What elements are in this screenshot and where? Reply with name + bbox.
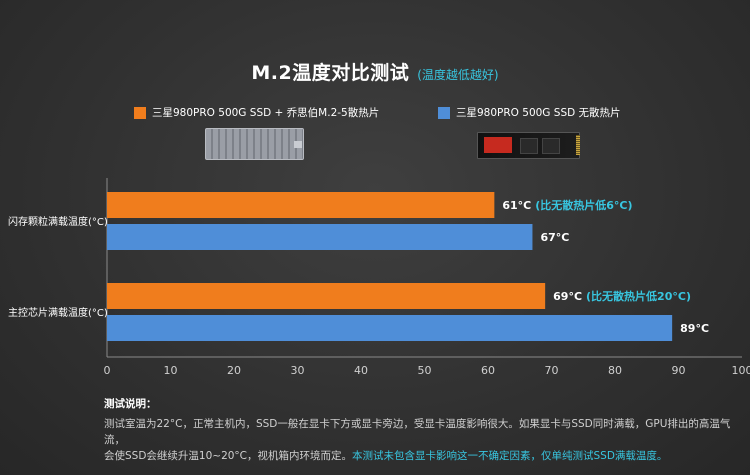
data-label-note: (比无散热片低20°C) <box>586 289 691 303</box>
notes-line-1: 测试室温为22°C，正常主机内，SSD一般在显卡下方或显卡旁边，受显卡温度影响很… <box>104 418 731 446</box>
bare-ssd-image <box>477 132 580 159</box>
notes-title: 测试说明： <box>104 398 157 410</box>
x-tick-label: 90 <box>672 364 686 377</box>
chart-title-row: M.2温度对比测试 (温度越低越好) <box>0 58 750 85</box>
x-tick-label: 70 <box>545 364 559 377</box>
bar-bare <box>107 315 673 341</box>
legend-label-bare: 三星980PRO 500G SSD 无散热片 <box>456 107 621 119</box>
data-label: 89°C <box>680 322 709 335</box>
x-tick-label: 30 <box>291 364 305 377</box>
x-tick-label: 20 <box>227 364 241 377</box>
x-tick-label: 80 <box>608 364 622 377</box>
chart-subtitle: (温度越低越好) <box>417 68 499 82</box>
data-label-note: (比无散热片低6°C) <box>535 198 632 212</box>
x-tick-label: 50 <box>418 364 432 377</box>
chart-title: M.2温度对比测试 <box>251 62 410 84</box>
data-label: 61°C (比无散热片低6°C) <box>502 198 632 212</box>
notes-line-2-plain: 会使SSD会继续升温10~20°C，视机箱内环境而定。 <box>104 450 353 462</box>
legend-item-bare: 三星980PRO 500G SSD 无散热片 <box>438 105 621 120</box>
x-tick-label: 60 <box>481 364 495 377</box>
legend-swatch-orange <box>134 106 146 119</box>
data-label: 69°C (比无散热片低20°C) <box>553 289 691 303</box>
ssd-with-heatsink-image <box>205 128 304 160</box>
category-label: 主控芯片满载温度(°C) <box>8 306 108 319</box>
legend-item-heatsink: 三星980PRO 500G SSD + 乔思伯M.2-5散热片 <box>134 105 379 120</box>
notes-line-2: 会使SSD会继续升温10~20°C，视机箱内环境而定。本测试未包含显卡影响这一不… <box>104 448 744 464</box>
legend-swatch-blue <box>438 106 450 119</box>
x-tick-label: 40 <box>354 364 368 377</box>
x-tick-label: 10 <box>164 364 178 377</box>
bar-heatsink <box>107 192 495 218</box>
bar-bare <box>107 224 533 250</box>
notes-line-2-highlight: 本测试未包含显卡影响这一不确定因素，仅单纯测试SSD满载温度。 <box>352 450 668 462</box>
bar-heatsink <box>107 283 546 309</box>
legend-label-heatsink: 三星980PRO 500G SSD + 乔思伯M.2-5散热片 <box>152 107 380 119</box>
x-tick-label: 100 <box>732 364 750 377</box>
data-label: 67°C <box>540 231 569 244</box>
test-notes: 测试说明： 测试室温为22°C，正常主机内，SSD一般在显卡下方或显卡旁边，受显… <box>104 396 744 464</box>
x-tick-label: 0 <box>104 364 111 377</box>
category-label: 闪存颗粒满载温度(°C) <box>8 215 108 228</box>
